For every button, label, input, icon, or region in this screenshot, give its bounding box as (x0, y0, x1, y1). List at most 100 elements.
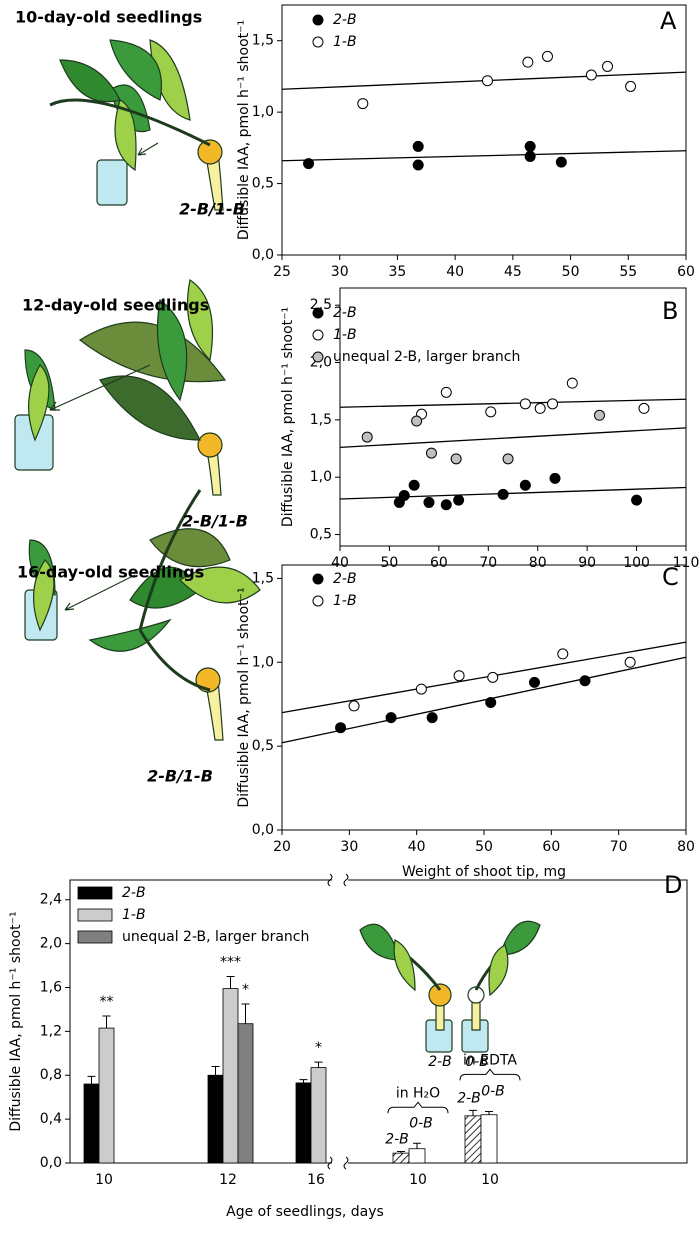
y-tick-label: 0,5 (310, 527, 332, 543)
data-point (348, 700, 360, 712)
legend-marker (312, 573, 324, 585)
y-axis-title: Diffusible IAA, pmol h⁻¹ shoot⁻¹ (236, 587, 252, 807)
x-tick-label: 30 (331, 264, 349, 280)
legend-marker (312, 307, 324, 319)
illustration-a (49, 39, 224, 211)
data-point (411, 415, 423, 427)
x-tick-label: 16 (307, 1172, 325, 1188)
data-point (547, 398, 559, 410)
data-point (549, 472, 561, 484)
data-point (624, 656, 636, 668)
data-point (423, 496, 435, 508)
panel-letter: C (662, 563, 679, 591)
y-tick-label: 2,4 (40, 892, 62, 908)
data-point (481, 75, 493, 87)
data-point (485, 697, 497, 709)
legend-marker (312, 14, 324, 26)
error-bar (314, 1061, 323, 1068)
y-tick-label: 1,5 (252, 570, 274, 586)
data-point (579, 675, 591, 687)
error-bar (413, 1142, 421, 1149)
data-point (519, 479, 531, 491)
bar (392, 1152, 410, 1164)
group-brace (387, 1101, 449, 1114)
bar (222, 988, 239, 1164)
x-tick-label: 60 (430, 555, 448, 571)
data-point (631, 494, 643, 506)
legend-marker (312, 36, 324, 48)
bar (237, 1023, 254, 1164)
y-tick-label: 0,0 (252, 247, 274, 263)
data-point (529, 676, 540, 688)
x-tick-label: 80 (677, 839, 695, 855)
error-bar (211, 1065, 220, 1076)
data-point (426, 712, 438, 724)
data-point (398, 490, 410, 502)
diagram-label: 2-B/1-B (182, 512, 248, 531)
error-bar (102, 1015, 111, 1029)
x-tick-label: 35 (389, 264, 407, 280)
y-axis-title: Diffusible IAA, pmol h⁻¹ shoot⁻¹ (8, 911, 24, 1131)
data-point (415, 683, 427, 695)
data-point (502, 453, 514, 465)
data-point (534, 402, 546, 414)
data-point (519, 398, 531, 410)
data-point (485, 406, 497, 418)
data-point (385, 712, 397, 724)
diagram-label: 2-B/1-B (147, 767, 213, 786)
panel-letter: A (660, 7, 677, 35)
y-axis-title: Diffusible IAA, pmol h⁻¹ shoot⁻¹ (236, 20, 252, 240)
data-point (335, 722, 347, 734)
legend-label: unequal 2-B, larger branch (333, 349, 520, 365)
x-tick-label: 70 (479, 555, 497, 571)
axis-break (327, 873, 349, 1170)
data-point (450, 453, 462, 465)
diagram-label: 2-B (428, 1054, 452, 1070)
y-tick-label: 0,8 (40, 1067, 62, 1083)
x-tick-label: 50 (475, 839, 493, 855)
x-tick-label: 10 (481, 1172, 499, 1188)
data-point (602, 60, 614, 72)
y-axis-title: Diffusible IAA, pmol h⁻¹ shoot⁻¹ (280, 307, 296, 527)
legend-label: 1-B (333, 34, 357, 50)
data-point (412, 140, 424, 152)
x-tick-label: 40 (446, 264, 464, 280)
bar (480, 1114, 498, 1164)
panel-title: 12-day-old seedlings (22, 296, 209, 315)
trend-line (281, 150, 687, 162)
bar-label: 2-B (385, 1131, 409, 1147)
bar (464, 1115, 482, 1164)
y-tick-label: 1,0 (310, 469, 332, 485)
legend-label: unequal 2-B, larger branch (122, 929, 309, 945)
data-point (440, 499, 452, 511)
data-point (425, 447, 437, 459)
legend-marker (312, 329, 324, 341)
data-point (453, 494, 465, 506)
significance: *** (220, 955, 241, 971)
data-point (303, 158, 315, 170)
x-tick-label: 55 (619, 264, 637, 280)
x-tick-label: 70 (610, 839, 628, 855)
error-bar (397, 1150, 405, 1154)
data-point (361, 431, 373, 443)
bar (207, 1074, 224, 1164)
error-bar (469, 1109, 477, 1116)
y-tick-label: 1,5 (252, 33, 274, 49)
x-tick-label: 40 (331, 555, 349, 571)
significance: ** (100, 994, 114, 1010)
plot-frame (69, 879, 688, 1164)
plot-frame (281, 4, 687, 256)
x-tick-label: 80 (529, 555, 547, 571)
y-tick-label: 1,0 (252, 654, 274, 670)
bar-label: 2-B (457, 1090, 481, 1106)
data-point (585, 69, 597, 81)
diagram-label: 0-B (465, 1054, 489, 1070)
y-tick-label: 0,0 (252, 822, 274, 838)
bar (98, 1027, 115, 1164)
significance: * (242, 982, 249, 998)
group-label: in H₂O (396, 1085, 440, 1101)
legend-label: 2-B (122, 885, 146, 901)
panel-title: 16-day-old seedlings (17, 563, 204, 582)
legend-swatch (77, 908, 113, 922)
illustration-c (24, 489, 261, 741)
